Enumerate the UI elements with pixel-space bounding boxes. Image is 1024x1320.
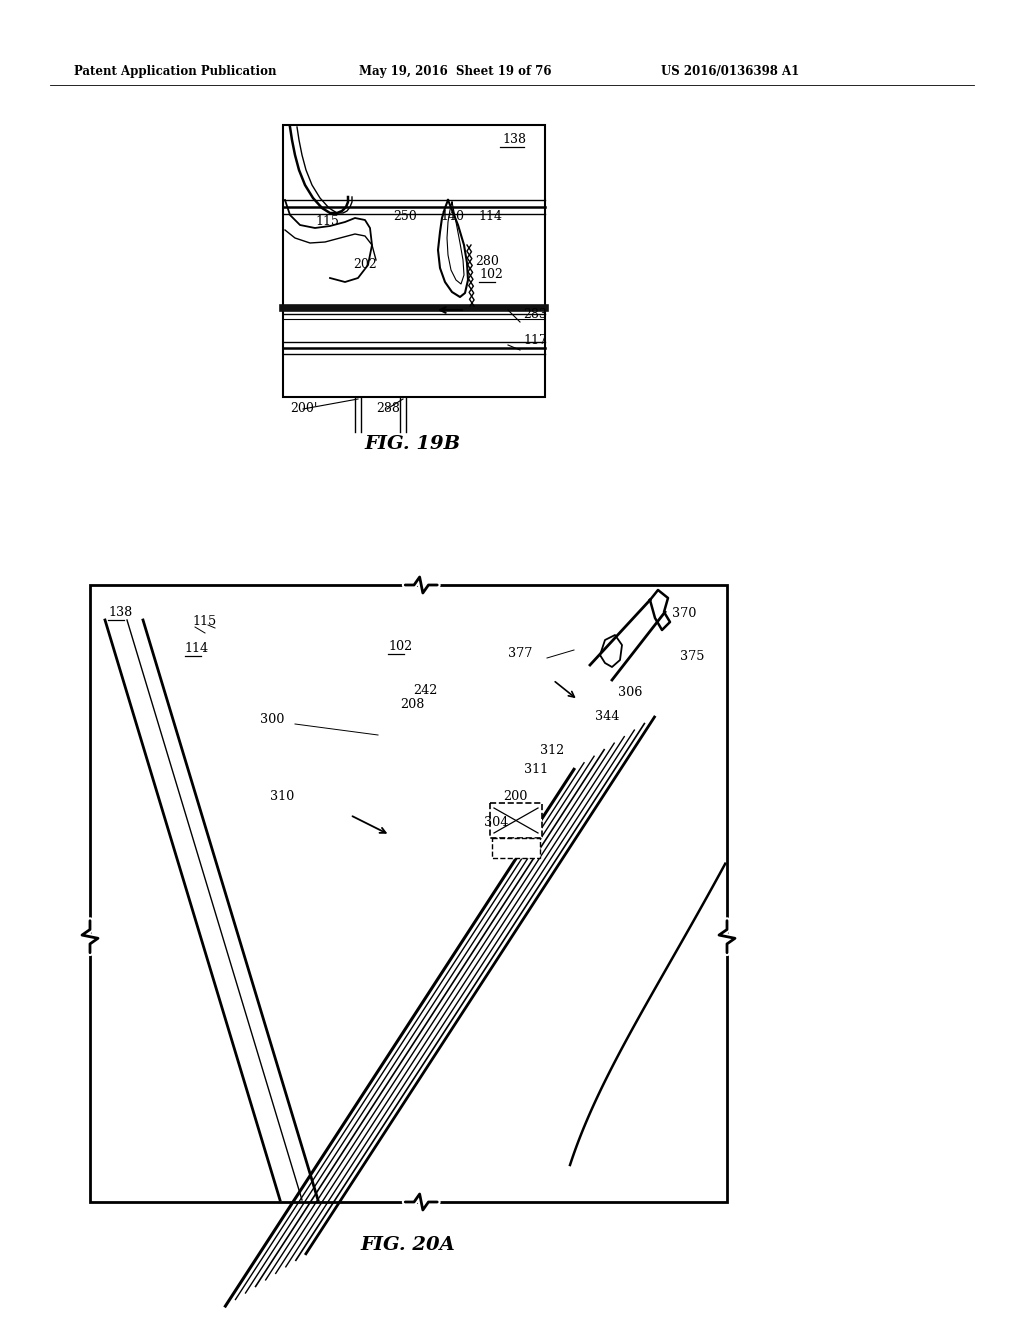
Text: 377: 377 [508, 647, 532, 660]
Text: 117: 117 [523, 334, 547, 347]
Text: 242: 242 [413, 684, 437, 697]
Text: 208: 208 [400, 698, 424, 711]
Text: Patent Application Publication: Patent Application Publication [74, 66, 276, 78]
Text: 310: 310 [270, 789, 294, 803]
Text: 283: 283 [523, 308, 547, 321]
Text: 370: 370 [672, 607, 696, 620]
Text: May 19, 2016  Sheet 19 of 76: May 19, 2016 Sheet 19 of 76 [358, 66, 551, 78]
Text: 344: 344 [595, 710, 620, 723]
Text: 288: 288 [376, 403, 400, 414]
Text: 300: 300 [260, 713, 285, 726]
Bar [283, 125, 545, 397]
Bar [90, 585, 727, 1203]
Text: FIG. 19B: FIG. 19B [365, 436, 461, 453]
Text: FIG. 20A: FIG. 20A [360, 1236, 456, 1254]
Text: US 2016/0136398 A1: US 2016/0136398 A1 [660, 66, 799, 78]
Text: 311: 311 [524, 763, 548, 776]
Bar [492, 838, 540, 858]
Text: 375: 375 [680, 649, 705, 663]
Text: 304: 304 [484, 816, 508, 829]
Bar [490, 803, 542, 838]
Text: 102: 102 [479, 268, 503, 281]
Text: 138: 138 [108, 606, 132, 619]
Text: 114: 114 [185, 642, 209, 655]
Text: 306: 306 [618, 686, 642, 700]
Text: 115: 115 [193, 615, 217, 628]
Text: 114: 114 [478, 210, 502, 223]
Text: 200': 200' [290, 403, 317, 414]
Text: 312: 312 [540, 744, 564, 756]
Text: 202: 202 [353, 257, 377, 271]
Text: 200: 200 [503, 789, 527, 803]
Text: 140: 140 [440, 210, 464, 223]
Text: 102: 102 [388, 640, 413, 653]
Text: 250: 250 [393, 210, 417, 223]
Text: 280: 280 [475, 255, 499, 268]
Text: 138: 138 [502, 133, 526, 147]
Text: 115: 115 [315, 215, 339, 228]
